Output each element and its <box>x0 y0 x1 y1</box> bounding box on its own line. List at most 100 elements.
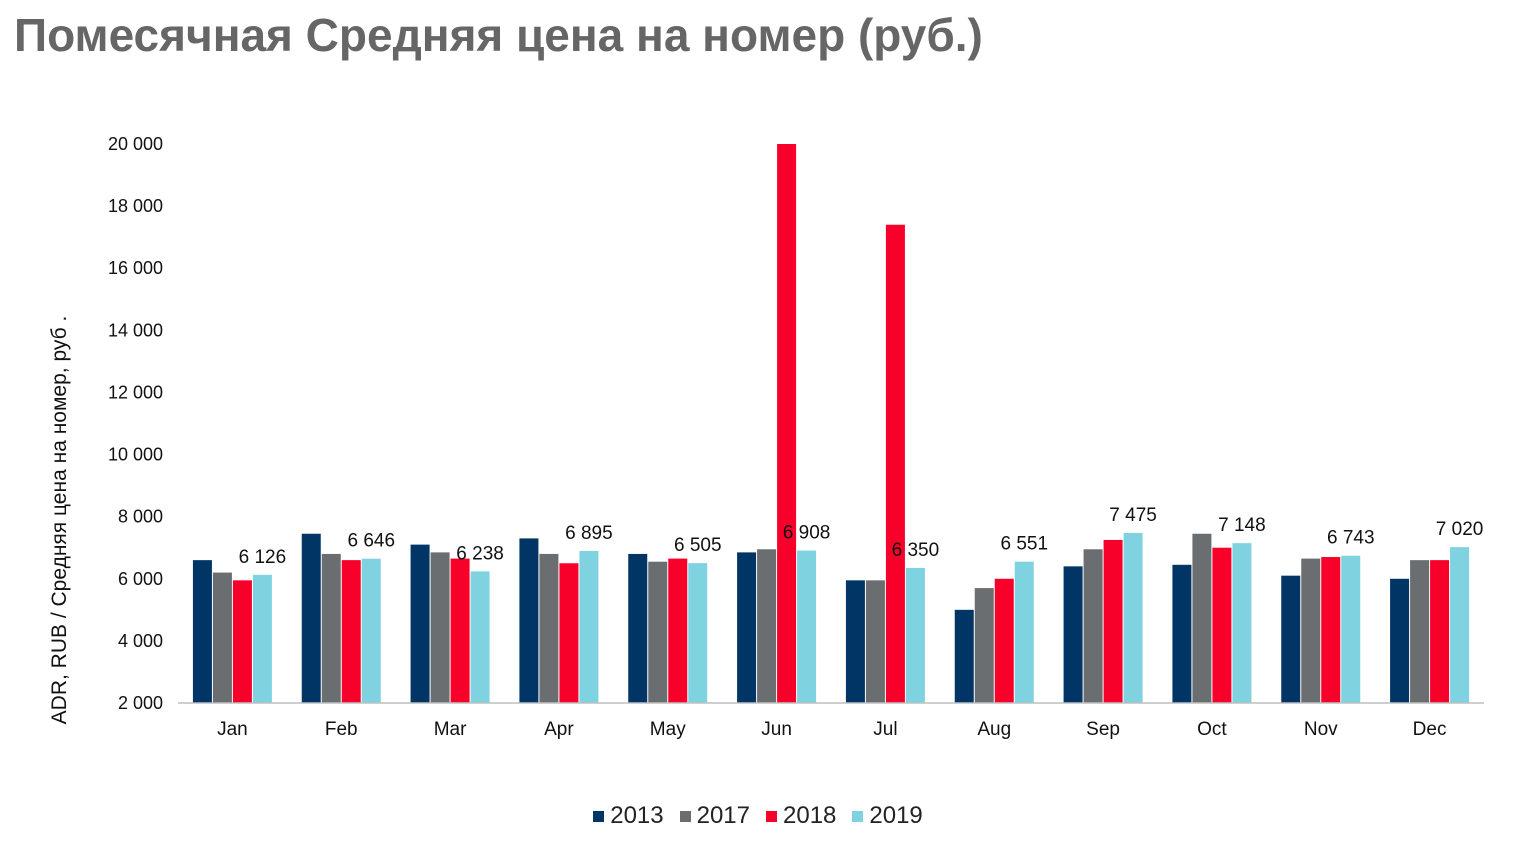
bar-2013-Jun <box>737 552 757 703</box>
y-tick-label: 20 000 <box>108 134 163 154</box>
legend-swatch <box>766 810 777 822</box>
bar-2017-Feb <box>321 553 341 703</box>
y-axis-title-group: ADR, RUB / Средняя цена на номер, руб . <box>48 316 71 725</box>
bar-2013-Oct <box>1172 564 1192 703</box>
bar-2013-Apr <box>519 538 539 703</box>
bar-2019-Jul <box>905 567 925 703</box>
x-category-label: Oct <box>1197 719 1227 740</box>
x-category-label: Jun <box>761 719 792 740</box>
y-tick-label: 2 000 <box>118 693 163 713</box>
bar-2019-Aug <box>1014 561 1034 703</box>
bar-2017-Apr <box>539 553 559 703</box>
bar-2019-Oct <box>1232 543 1252 703</box>
y-axis-title: ADR, RUB / Средняя цена на номер, руб . <box>48 316 71 725</box>
bar-2018-Nov <box>1321 557 1341 703</box>
x-category-label: Jan <box>217 719 248 740</box>
y-tick-label: 12 000 <box>108 382 163 402</box>
x-category-label: Feb <box>325 719 358 740</box>
bar-2019-Sep <box>1123 532 1143 703</box>
y-tick-label: 18 000 <box>108 196 163 216</box>
bar-2017-Jul <box>865 580 885 703</box>
y-tick-label: 4 000 <box>118 631 163 651</box>
x-category-label: May <box>650 719 686 740</box>
bar-2013-Jul <box>845 580 865 703</box>
x-category-label: Aug <box>977 719 1011 740</box>
y-axis-ticks: 2 000 4 000 6 000 8 000 10 000 12 000 14 000 16… <box>108 134 163 713</box>
data-label-2019: 6 743 <box>1327 528 1375 549</box>
bar-2019-May <box>688 563 708 703</box>
legend-label: 2017 <box>696 802 750 829</box>
y-tick-label: 8 000 <box>118 507 163 527</box>
bar-2019-Mar <box>470 571 490 703</box>
bar-2017-Mar <box>430 552 450 703</box>
x-category-label: Apr <box>544 719 574 740</box>
bar-2018-Mar <box>450 558 470 703</box>
y-tick-label: 6 000 <box>118 569 163 589</box>
data-label-2019: 7 020 <box>1436 519 1484 540</box>
x-category-label: Nov <box>1304 719 1338 740</box>
y-tick-label: 10 000 <box>108 445 163 465</box>
bar-series <box>192 144 1470 703</box>
bar-2013-Jan <box>192 560 212 703</box>
legend-item-2017: 2017 <box>679 802 750 830</box>
bar-2013-Feb <box>301 533 321 703</box>
data-label-2019: 6 895 <box>565 523 613 544</box>
legend-item-2018: 2018 <box>766 802 836 830</box>
bar-2019-Apr <box>579 550 599 703</box>
bar-2018-Dec <box>1430 560 1450 703</box>
bar-2018-Aug <box>994 578 1014 703</box>
bar-2018-Jan <box>232 580 252 703</box>
bar-2017-Dec <box>1410 560 1430 703</box>
bar-2018-Sep <box>1103 539 1123 703</box>
data-label-2019: 6 505 <box>674 535 722 556</box>
legend-label: 2013 <box>610 802 664 829</box>
bar-2018-Feb <box>341 560 361 703</box>
bar-2013-Dec <box>1390 578 1410 703</box>
bar-2018-May <box>668 558 688 703</box>
legend-item-2019: 2019 <box>852 802 923 830</box>
bar-2019-Feb <box>361 558 381 703</box>
y-tick-label: 14 000 <box>108 320 163 340</box>
data-labels: 6 126 6 646 6 238 6 895 6 505 6 908 6 350 6 551… <box>239 505 1484 568</box>
bar-2019-Dec <box>1450 547 1470 703</box>
x-category-label: Mar <box>434 719 467 740</box>
x-axis-categories: Jan Feb Mar Apr May Jun Jul Aug Sep Oct Nov Dec <box>217 719 1446 740</box>
legend-label: 2018 <box>783 802 837 829</box>
bar-2013-Sep <box>1063 566 1083 703</box>
legend-label: 2019 <box>869 802 923 829</box>
bar-2017-Jun <box>757 549 777 703</box>
x-category-label: Jul <box>873 719 897 740</box>
x-category-label: Sep <box>1086 719 1120 740</box>
data-label-2019: 6 551 <box>1000 534 1048 555</box>
bar-2017-Sep <box>1083 549 1103 703</box>
bar-2018-Oct <box>1212 547 1232 703</box>
legend-swatch <box>852 810 864 822</box>
bar-2017-Oct <box>1192 533 1212 703</box>
legend-swatch <box>593 810 605 822</box>
bar-2017-May <box>648 561 668 703</box>
legend-item-2013: 2013 <box>593 802 664 830</box>
bar-2013-Aug <box>954 609 974 703</box>
bar-2017-Nov <box>1301 558 1321 703</box>
bar-2019-Jan <box>252 574 272 703</box>
legend-swatch <box>679 810 691 822</box>
data-label-2019: 6 350 <box>892 540 940 561</box>
bar-2017-Aug <box>974 588 994 703</box>
data-label-2019: 7 475 <box>1109 505 1157 526</box>
bar-2019-Jun <box>797 550 817 703</box>
bar-2013-Nov <box>1281 575 1301 703</box>
x-category-label: Dec <box>1413 719 1447 740</box>
y-tick-label: 16 000 <box>108 258 163 278</box>
bar-2017-Jan <box>212 572 232 703</box>
bar-2018-Jun <box>777 144 797 703</box>
data-label-2019: 6 126 <box>239 547 287 568</box>
bar-2013-May <box>628 553 648 703</box>
bar-2018-Jul <box>885 224 905 703</box>
bar-2019-Nov <box>1341 555 1361 703</box>
data-label-2019: 6 908 <box>783 523 831 544</box>
chart-legend: 2013 2017 2018 2019 <box>0 802 1516 830</box>
data-label-2019: 6 646 <box>347 531 395 552</box>
bar-2013-Mar <box>410 544 430 703</box>
data-label-2019: 6 238 <box>456 543 504 564</box>
